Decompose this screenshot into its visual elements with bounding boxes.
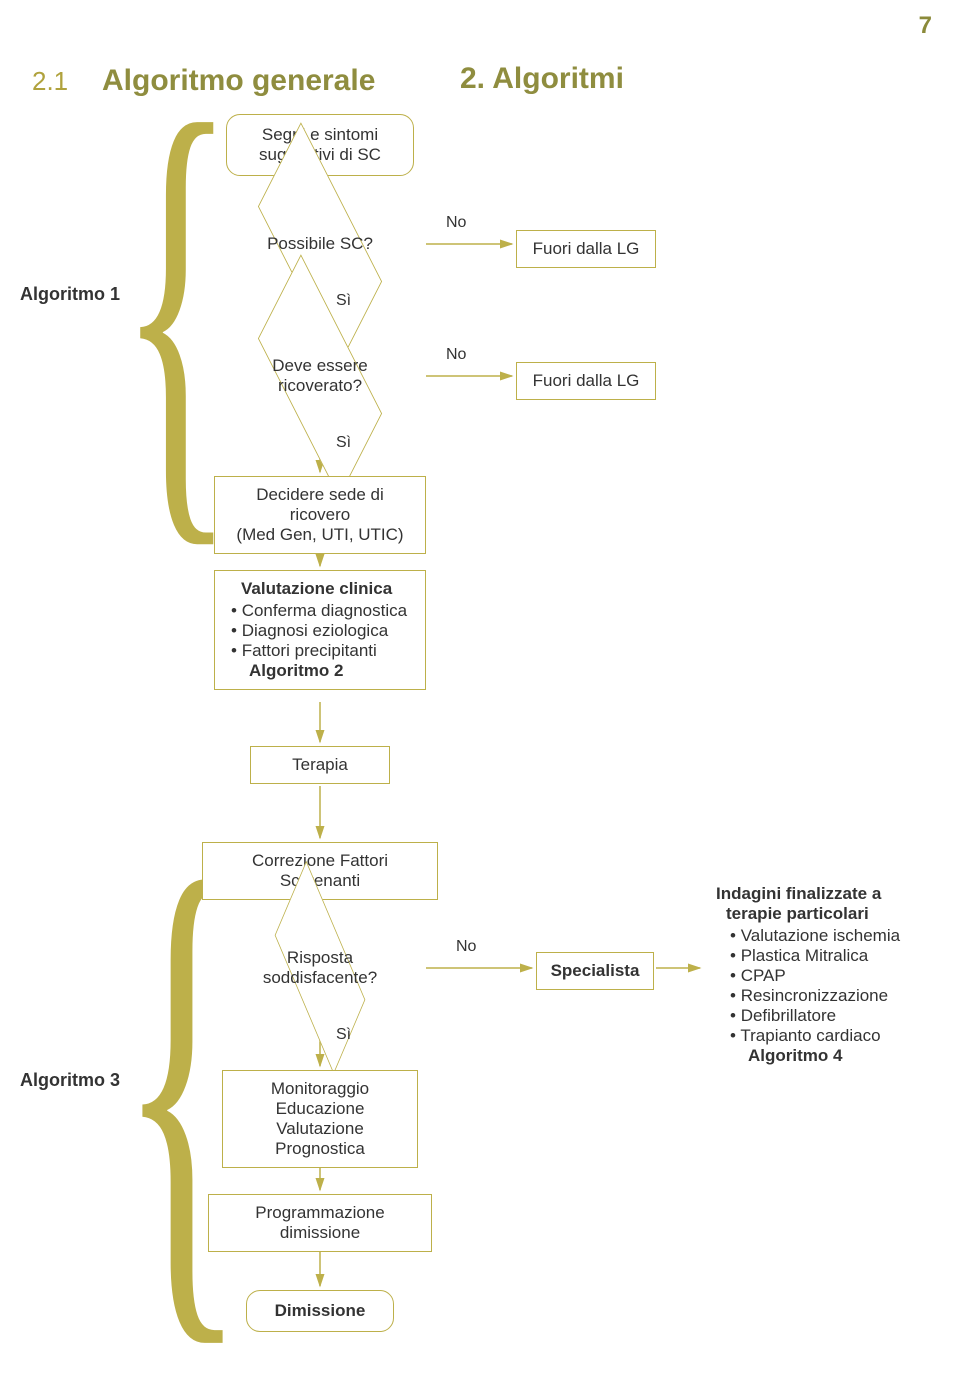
- si-label-3: Sì: [336, 1026, 351, 1044]
- discharge-label: Dimissione: [275, 1301, 366, 1320]
- out-of-lg-2: Fuori dalla LG: [516, 362, 656, 400]
- discharge-node: Dimissione: [246, 1290, 394, 1332]
- clinical-eval-item: Diagnosi eziologica: [231, 621, 413, 641]
- decide-location: Decidere sede di ricovero (Med Gen, UTI,…: [214, 476, 426, 554]
- algo1-label: Algoritmo 1: [20, 284, 120, 305]
- decision3-line1: Risposta: [287, 948, 353, 967]
- decision-response-label: Risposta soddisfacente?: [220, 948, 420, 988]
- investigations-list: Valutazione ischemiaPlastica MitralicaCP…: [726, 926, 922, 1046]
- investigation-item: Resincronizzazione: [730, 986, 922, 1006]
- investigation-item: Defibrillatore: [730, 1006, 922, 1026]
- clinical-eval-item: Fattori precipitanti: [231, 641, 413, 661]
- page-number: 7: [919, 12, 932, 40]
- discharge-planning-node: Programmazione dimissione: [208, 1194, 432, 1252]
- decision-possible-sc-label: Possibile SC?: [220, 234, 420, 254]
- decision2-line2: ricoverato?: [278, 376, 362, 395]
- clinical-eval-list: Conferma diagnosticaDiagnosi eziologicaF…: [227, 601, 413, 661]
- algo4-ref: Algoritmo 4: [748, 1046, 922, 1066]
- clinical-evaluation: Valutazione clinica Conferma diagnostica…: [214, 570, 426, 690]
- investigation-item: Trapianto cardiaco: [730, 1026, 922, 1046]
- specialist-label: Specialista: [551, 961, 640, 980]
- decision-hospitalize-label: Deve essere ricoverato?: [220, 356, 420, 396]
- decision2-line1: Deve essere: [272, 356, 367, 375]
- si-label-1: Sì: [336, 292, 351, 310]
- section-number: 2.1: [32, 66, 68, 97]
- monitoring-node: Monitoraggio Educazione Valutazione Prog…: [222, 1070, 418, 1168]
- therapy-node: Terapia: [250, 746, 390, 784]
- investigations-title: Indagini finalizzate a: [716, 884, 922, 904]
- no-label-3: No: [456, 938, 476, 956]
- investigation-item: Plastica Mitralica: [730, 946, 922, 966]
- out-of-lg-1: Fuori dalla LG: [516, 230, 656, 268]
- investigations-box: Indagini finalizzate a terapie particola…: [704, 876, 934, 1074]
- investigation-item: Valutazione ischemia: [730, 926, 922, 946]
- investigation-item: CPAP: [730, 966, 922, 986]
- correction-node: Correzione Fattori Scatenanti: [202, 842, 438, 900]
- decide-location-text: Decidere sede di ricovero (Med Gen, UTI,…: [236, 485, 403, 544]
- clinical-eval-title: Valutazione clinica: [241, 579, 413, 599]
- monitoring-text: Monitoraggio Educazione Valutazione Prog…: [271, 1079, 369, 1158]
- specialist-node: Specialista: [536, 952, 654, 990]
- no-label-1: No: [446, 214, 466, 232]
- algo2-ref: Algoritmo 2: [249, 661, 413, 681]
- start-node-text: Segni e sintomi suggestivi di SC: [259, 125, 381, 164]
- center-title: 2. Algoritmi: [460, 62, 624, 96]
- clinical-eval-item: Conferma diagnostica: [231, 601, 413, 621]
- algo3-label: Algoritmo 3: [20, 1070, 120, 1091]
- decision3-line2: soddisfacente?: [263, 968, 377, 987]
- investigations-sub: terapie particolari: [726, 904, 922, 924]
- si-label-2: Sì: [336, 434, 351, 452]
- no-label-2: No: [446, 346, 466, 364]
